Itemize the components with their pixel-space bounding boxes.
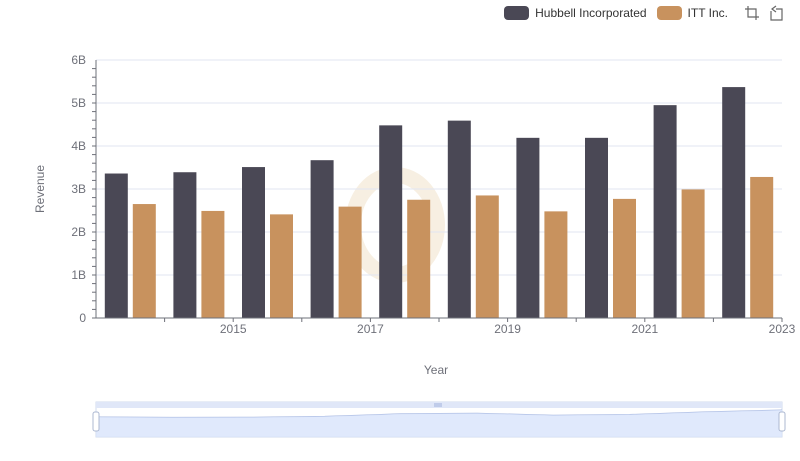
y-tick-label: 1B <box>71 268 86 282</box>
legend-label-itt: ITT Inc. <box>687 6 728 20</box>
y-tick-label: 6B <box>71 53 86 67</box>
legend-item-hubbell[interactable]: Hubbell Incorporated <box>504 6 647 20</box>
x-tick-label: 2021 <box>631 322 658 336</box>
legend-item-itt[interactable]: ITT Inc. <box>656 6 728 20</box>
bar-itt-2019 <box>475 195 499 318</box>
bar-itt-2018 <box>407 199 431 318</box>
datazoom-slider[interactable] <box>92 401 786 438</box>
y-tick-label: 0 <box>79 311 86 325</box>
bar-hubbell-2014 <box>104 173 128 318</box>
bar-hubbell-2023 <box>722 87 746 318</box>
bar-hubbell-2022 <box>653 105 677 319</box>
y-ticks: 0 1B 2B 3B 4B 5B 6B <box>71 53 96 325</box>
y-tick-label: 4B <box>71 139 86 153</box>
bar-hubbell-2015 <box>173 172 197 318</box>
legend-label-hubbell: Hubbell Incorporated <box>535 6 647 20</box>
y-axis-label: Revenue <box>33 165 47 213</box>
bar-hubbell-2019 <box>447 120 471 318</box>
x-tick-label: 2019 <box>494 322 521 336</box>
bar-hubbell-2021 <box>585 137 608 318</box>
bar-hubbell-2016 <box>242 167 265 318</box>
toolbox <box>744 5 784 21</box>
datazoom-preview-area <box>96 410 782 437</box>
legend-swatch-itt <box>656 6 682 20</box>
x-tick-label: 2015 <box>220 322 247 336</box>
bar-itt-2016 <box>270 214 293 318</box>
legend-swatch-hubbell <box>504 6 530 20</box>
legend: Hubbell Incorporated ITT Inc. <box>504 4 784 22</box>
bar-itt-2021 <box>613 198 636 318</box>
y-tick-label: 2B <box>71 225 86 239</box>
bar-hubbell-2018 <box>379 125 403 318</box>
bar-itt-2014 <box>132 204 156 318</box>
bar-itt-2020 <box>544 211 568 318</box>
y-tick-label: 5B <box>71 96 86 110</box>
bar-itt-2022 <box>681 189 705 318</box>
datazoom-handle-right[interactable] <box>778 411 786 432</box>
datazoom-handle-left[interactable] <box>92 411 100 432</box>
bars <box>104 87 774 319</box>
x-axis-label: Year <box>424 363 448 377</box>
datazoom-grip-icon <box>434 403 442 407</box>
bar-itt-2017 <box>338 206 362 318</box>
x-tick-label: 2017 <box>357 322 384 336</box>
x-ticks: 2015 2017 2019 2021 2023 <box>164 318 796 336</box>
x-tick-label: 2023 <box>769 322 796 336</box>
bar-hubbell-2017 <box>310 160 334 318</box>
bar-itt-2023 <box>750 176 774 318</box>
bar-hubbell-2020 <box>516 137 540 318</box>
zoom-icon[interactable] <box>744 5 760 21</box>
restore-icon[interactable] <box>768 5 784 21</box>
y-tick-label: 3B <box>71 182 86 196</box>
bar-itt-2015 <box>201 210 225 318</box>
